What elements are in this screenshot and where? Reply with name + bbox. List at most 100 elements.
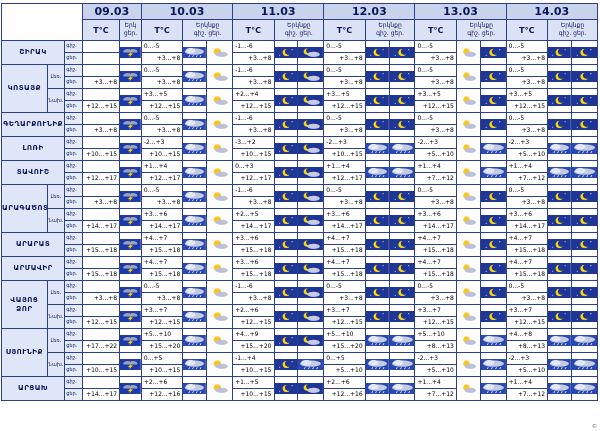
sun-cloud-icon	[457, 311, 480, 322]
table-row: ցեր. +17...+22 +15...+20 +15...+20 +15...+20…	[2, 340, 598, 353]
cloud-rain-icon	[183, 287, 206, 298]
temp-value: -1...-6	[232, 40, 275, 53]
temp-value: +12...+16	[323, 388, 366, 401]
temp-value: +10...+15	[232, 364, 275, 377]
thunderstorm-icon	[120, 359, 141, 370]
temp-value: +3...+8	[414, 76, 457, 89]
thunderstorm-icon	[120, 71, 141, 82]
day-weather-cell	[206, 376, 234, 401]
sun-cloud-icon	[457, 215, 480, 226]
day-label: ցեր.	[64, 244, 83, 257]
temp-value: +15...+18	[232, 244, 275, 257]
temp-value: +1...+4	[414, 160, 457, 173]
cloud-rain-icon	[183, 383, 206, 394]
day-weather-cell	[479, 280, 507, 305]
temp-value: +12...+15	[140, 316, 184, 329]
weather-header-label-5: Երկնքը	[560, 22, 585, 29]
temp-value: +3...+8	[232, 292, 275, 305]
day-weather-cell	[388, 40, 416, 65]
temp-value: +15...+18	[323, 268, 366, 281]
day-weather-cell	[388, 64, 416, 89]
temp-value: 0...-5	[414, 184, 457, 197]
night-weather-cell	[182, 304, 208, 329]
day-weather-cell	[297, 64, 325, 89]
temp-value: +3...+8	[81, 196, 121, 209]
forecast-table: 09.03 10.03 11.03 12.03 13.03 14.03 T°C …	[0, 3, 599, 401]
day-weather-cell	[479, 160, 507, 185]
sun-cloud-icon	[207, 143, 232, 154]
night-weather-cell	[182, 328, 208, 353]
day-label: ցեր.	[64, 316, 83, 329]
night-weather-cell	[182, 232, 208, 257]
moon-icon	[366, 71, 389, 82]
sun-cloud-icon	[457, 359, 480, 370]
temp-value: +10...+15	[232, 388, 275, 401]
date-header-4: 13.03	[414, 3, 507, 20]
day-label: ցեր.	[64, 76, 83, 89]
table-row: ցեր. +14...+17 +12...+16 +10...+15 +12...+16…	[2, 388, 598, 401]
temp-value: 0...-5	[505, 112, 549, 125]
temp-value: +3...+6	[505, 208, 549, 221]
temp-value	[81, 208, 121, 221]
night-weather-cell	[364, 64, 390, 89]
temp-value: +15...+18	[140, 268, 184, 281]
temp-value: +1...+4	[414, 376, 457, 389]
day-weather-cell	[297, 232, 325, 257]
day-weather-cell	[570, 160, 599, 185]
night-weather-cell	[273, 184, 299, 209]
temp-value: 0...-5	[323, 40, 366, 53]
temp-header-2: T°C	[232, 19, 275, 41]
temp-value: +3...+6	[232, 256, 275, 269]
temp-value: +3...+8	[323, 76, 366, 89]
night-weather-cell	[273, 160, 299, 185]
sun-cloud-icon	[457, 71, 480, 82]
night-weather-cell	[273, 232, 299, 257]
weather-icon-cell	[119, 280, 142, 305]
cloud-rain-icon	[548, 335, 571, 346]
region-name: ԱՐԱՐԱՏ	[0, 232, 66, 257]
moon-icon	[572, 287, 597, 298]
cloud-rain-icon	[548, 359, 571, 370]
table-row: ՎԱՅՈՑ ՁՈՐ Լեռ. գիշ. 0...-5 -1...-6 0...-5 0...…	[1, 280, 599, 329]
moon-cloud-icon	[298, 143, 323, 154]
weather-icon-cell	[119, 112, 142, 137]
temp-value	[81, 40, 121, 53]
temp-value: +3...+6	[414, 208, 457, 221]
cloud-rain-icon	[548, 383, 571, 394]
day-weather-cell	[388, 112, 416, 137]
night-weather-cell	[455, 136, 481, 161]
table-row: ցեր. +3...+8 +3...+8 +3...+8 +3...+8 +3...+8 +…	[2, 124, 598, 137]
cloud-rain-icon	[183, 359, 206, 370]
day-weather-cell	[479, 184, 507, 209]
table-row: ցեր. +15...+18 +15...+18 +15...+18 +15...+18…	[2, 268, 598, 281]
weather-icon-cell	[119, 232, 142, 257]
cloud-rain-icon	[390, 335, 414, 346]
night-weather-cell	[182, 208, 208, 233]
day-weather-cell	[297, 280, 325, 305]
moon-cloud-icon	[298, 215, 323, 226]
night-weather-cell	[455, 40, 481, 65]
night-weather-cell	[273, 376, 299, 401]
moon-icon	[481, 119, 506, 130]
sun-cloud-icon	[457, 287, 480, 298]
table-row: ԿՈՏԱՅՔ Լեռ. գիշ. 0...-5 -1...-6 0...-5 0...-5 0…	[1, 64, 599, 113]
temp-value: +3...+5	[414, 88, 457, 101]
day-weather-cell	[479, 64, 507, 89]
weather-header-label-1: Երկնքը	[195, 22, 220, 29]
temp-value: 0...-5	[505, 40, 549, 53]
thunderstorm-icon	[120, 287, 141, 298]
moon-icon	[548, 287, 571, 298]
moon-icon	[572, 239, 597, 250]
cloud-rain-icon	[366, 335, 389, 346]
region-name: ՍՅՈՒՆԻՔ	[1, 328, 48, 377]
temp-value: +3...+8	[140, 292, 184, 305]
day-label: ցեր.	[64, 364, 83, 377]
region-name: ՏԱՎՈՒՇ	[0, 160, 66, 185]
sun-cloud-icon	[457, 47, 480, 58]
sun-cloud-icon	[207, 95, 232, 106]
temp-value: +3...+8	[323, 124, 366, 137]
temp-value: +15...+18	[81, 244, 121, 257]
temp-value: +2...+5	[232, 208, 275, 221]
temp-value: +3...+8	[414, 196, 457, 209]
sun-cloud-icon	[457, 263, 480, 274]
